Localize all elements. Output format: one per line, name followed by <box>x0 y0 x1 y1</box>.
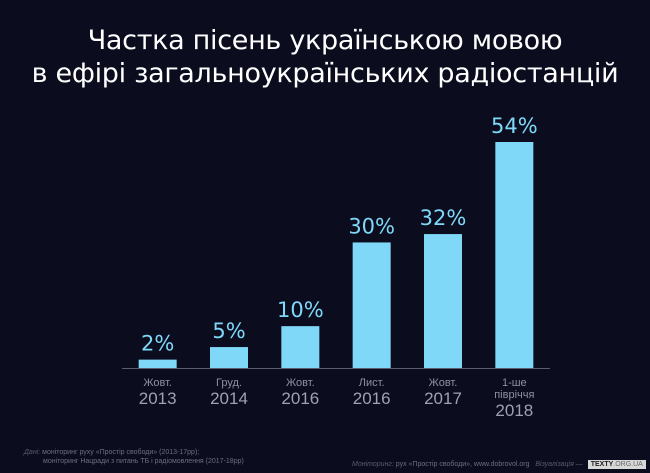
footer: Дані: моніторинг руху «Простір свободи» … <box>0 440 650 473</box>
x-tick-label-year: 2013 <box>139 389 177 408</box>
bar <box>138 359 177 368</box>
value-label: 54% <box>491 114 538 138</box>
chart-title-line-2: в ефірі загальноукраїнських радіостанцій <box>31 58 619 89</box>
monitoring-label: Моніторинг: <box>352 461 394 468</box>
bar <box>352 242 391 368</box>
x-tick-label-year: 2014 <box>210 389 248 408</box>
x-tick-label-month: Жовт. <box>429 377 458 389</box>
x-tick-label-month: Лист. <box>359 377 385 389</box>
texty-logo: TEXTY.ORG.UA <box>587 460 646 469</box>
value-label: 5% <box>212 319 245 343</box>
x-tick-label-month: Жовт. <box>286 377 315 389</box>
monitoring-text: рух «Простір свободи», www.dobrovol.org <box>395 461 530 468</box>
x-tick-label-month: півріччя <box>494 389 534 401</box>
data-sources: Дані: моніторинг руху «Простір свободи» … <box>24 448 244 466</box>
bar <box>424 234 462 368</box>
x-tick-label-month: Груд. <box>216 377 242 389</box>
chart-title: Частка пісень українською мовою в ефірі … <box>0 24 650 90</box>
x-tick-label-year: 2016 <box>353 389 391 408</box>
x-tick-label-year: 2018 <box>495 401 533 420</box>
source-line-2: моніторинг Нацради з питань ТБ і радіомо… <box>43 458 244 465</box>
x-tick-label-month: 1-ше <box>502 377 527 389</box>
x-tick-label-month: Жовт. <box>143 377 172 389</box>
value-label: 32% <box>420 206 467 230</box>
texty-logo-sub: .ORG.UA <box>613 461 643 468</box>
source-line-1: моніторинг руху «Простір свободи» (2013-… <box>42 449 200 456</box>
sources-label: Дані: <box>24 449 41 456</box>
bar <box>281 326 320 368</box>
x-tick-label-year: 2016 <box>281 389 319 408</box>
bar <box>495 142 534 368</box>
value-label: 2% <box>141 332 174 356</box>
chart-title-line-1: Частка пісень українською мовою <box>87 25 563 56</box>
credits: Моніторинг: рух «Простір свободи», www.d… <box>352 460 646 469</box>
visualization-label: Візуалізація — <box>535 461 583 468</box>
value-label: 30% <box>348 214 395 238</box>
x-tick-label-year: 2017 <box>424 389 462 408</box>
bar <box>210 347 248 368</box>
value-label: 10% <box>277 298 324 322</box>
texty-logo-main: TEXTY <box>590 461 614 468</box>
